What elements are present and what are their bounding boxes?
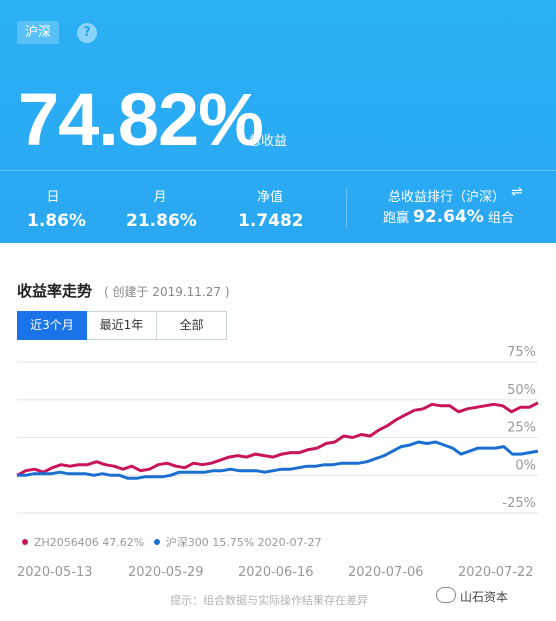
total-return-label: 总收益 [248,134,288,149]
stat-daily-value: 1.86% [27,211,86,231]
total-return-value: 74.82% [18,78,264,161]
watermark-text: 山石资本 [460,590,509,604]
tab-all[interactable]: 全部 [157,311,227,340]
rank-suffix: 组合 [487,211,514,226]
chart-legend: ZH2056406 47.62% 沪深300 15.75% 2020-07-27 [22,534,328,550]
summary-header: 沪深 ? 74.82% 总收益 日 1.86% 月 21.86% 净值 1.74… [0,0,556,243]
market-tag[interactable]: 沪深 [17,21,60,44]
stat-nav: 净值 1.7482 [238,186,304,231]
series-line-portfolio [16,401,539,477]
rank-prefix: 跑赢 [383,211,410,226]
tab-3-months[interactable]: 近3个月 [17,311,87,340]
return-chart: 75% 50% 25% 0% -25% [16,345,539,514]
tab-1-year[interactable]: 最近1年 [87,311,157,340]
swap-icon[interactable]: ⇌ [511,184,523,200]
disclaimer-note: 提示：组合数据与实际操作结果存在差异 [170,594,368,607]
trend-title: 收益率走势 [17,282,93,300]
stat-monthly-value: 21.86% [126,211,197,231]
rank-line: 跑赢 92.64% 组合 [383,207,514,227]
legend-label-portfolio: ZH2056406 47.62% [34,536,145,549]
stats-divider [346,188,347,228]
stat-monthly-label: 月 [153,190,167,205]
header-divider [0,170,556,171]
wechat-icon [436,587,456,603]
stat-nav-label: 净值 [256,190,283,205]
x-tick-label: 2020-05-13 [17,565,93,580]
x-tick-label: 2020-07-06 [348,565,424,580]
trend-subtitle: ( 创建于 2019.11.27 ) [104,285,230,299]
stat-daily: 日 1.86% [27,186,86,231]
rank-title: 总收益排行（沪深） [388,190,506,205]
y-tick-label: 25% [507,421,536,436]
legend-dot-portfolio [22,539,28,545]
legend-label-benchmark: 沪深300 15.75% 2020-07-27 [165,536,322,549]
stat-daily-label: 日 [46,190,60,205]
legend-dot-benchmark [153,539,160,545]
period-tabs: 近3个月 最近1年 全部 [17,311,227,340]
help-icon[interactable]: ? [77,23,97,43]
y-tick-label: -25% [502,496,536,511]
y-tick-label: 50% [507,383,536,398]
y-tick-label: 0% [515,458,536,473]
stat-monthly: 月 21.86% [126,186,197,231]
legend-item-benchmark[interactable]: 沪深300 15.75% 2020-07-27 [153,536,322,549]
x-tick-label: 2020-05-29 [128,565,204,580]
legend-item-portfolio[interactable]: ZH2056406 47.62% [22,536,148,549]
stat-nav-value: 1.7482 [238,211,304,231]
series-line-benchmark [17,440,539,480]
x-tick-label: 2020-07-22 [458,565,534,580]
y-tick-label: 75% [507,345,536,360]
rank-value: 92.64% [413,207,484,227]
x-tick-label: 2020-06-16 [238,565,314,580]
